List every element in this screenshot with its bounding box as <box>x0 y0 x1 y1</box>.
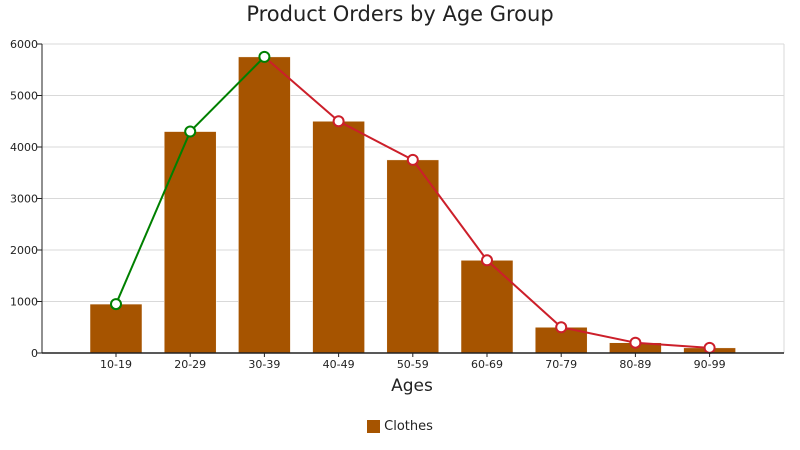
line-point-90-99 <box>703 341 716 354</box>
y-tick-label-6000: 6000 <box>10 38 38 51</box>
x-axis-title: Ages <box>391 376 433 396</box>
legend-swatch-clothes[interactable] <box>367 420 381 433</box>
x-tick-label-80-89: 80-89 <box>619 358 651 371</box>
line-segment-40-49-to-50-59 <box>338 120 414 161</box>
bar-10-19 <box>89 303 143 354</box>
y-tick-label-3000: 3000 <box>10 193 38 206</box>
y-tick-label-1000: 1000 <box>10 296 38 309</box>
bar-30-39 <box>238 56 291 354</box>
y-tick-label-5000: 5000 <box>10 90 38 103</box>
line-segment-60-69-to-70-79 <box>486 259 562 328</box>
line-segment-10-19-to-20-29 <box>115 131 192 305</box>
legend-label-clothes[interactable]: Clothes <box>384 419 433 434</box>
line-segment-20-29-to-30-39 <box>189 56 266 133</box>
x-tick-label-20-29: 20-29 <box>174 358 206 371</box>
x-tick-label-50-59: 50-59 <box>397 358 429 371</box>
line-point-30-39 <box>258 50 271 63</box>
legend: Clothes <box>0 419 800 434</box>
chart-title: Product Orders by Age Group <box>246 2 554 26</box>
bar-60-69 <box>460 260 514 354</box>
x-tick-label-10-19: 10-19 <box>100 358 132 371</box>
line-point-60-69 <box>481 254 493 267</box>
bar-40-49 <box>312 121 365 354</box>
y-tick-label-0: 0 <box>31 347 38 360</box>
y-tick-label-2000: 2000 <box>10 244 38 257</box>
line-point-20-29 <box>184 125 197 138</box>
line-point-50-59 <box>406 153 419 166</box>
line-point-40-49 <box>332 115 345 128</box>
bar-20-29 <box>163 131 217 354</box>
line-point-70-79 <box>555 321 568 334</box>
x-tick-label-40-49: 40-49 <box>323 358 355 371</box>
x-tick-label-90-99: 90-99 <box>694 358 726 371</box>
line-segment-70-79-to-80-89 <box>560 326 636 344</box>
x-tick-label-70-79: 70-79 <box>545 358 577 371</box>
line-segment-30-39-to-40-49 <box>263 56 340 123</box>
bar-50-59 <box>386 159 440 354</box>
y-tick-label-4000: 4000 <box>10 141 38 154</box>
x-tick-label-30-39: 30-39 <box>248 358 280 371</box>
line-point-10-19 <box>110 298 122 311</box>
line-segment-50-59-to-60-69 <box>411 159 488 261</box>
line-point-80-89 <box>629 336 642 349</box>
x-tick-label-60-69: 60-69 <box>471 358 503 371</box>
line-segment-80-89-to-90-99 <box>635 341 710 349</box>
